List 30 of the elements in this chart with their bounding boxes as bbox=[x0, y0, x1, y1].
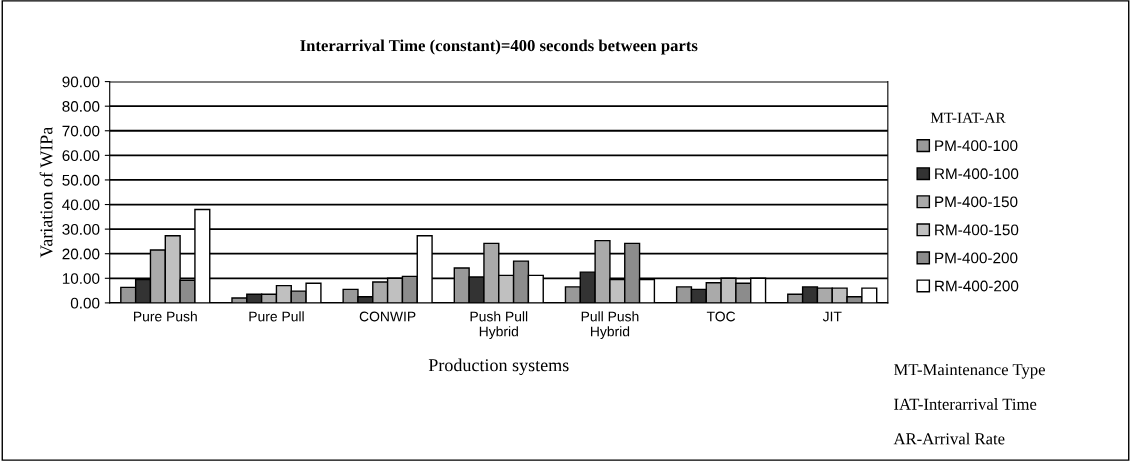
x-tick-label: Push Pull Hybrid bbox=[470, 311, 528, 340]
legend-label: RM-400-150 bbox=[935, 224, 1019, 236]
y-tick-label: 80.00 bbox=[62, 101, 100, 112]
x-tick-label: CONWIP bbox=[359, 311, 416, 322]
legend-label: PM-400-200 bbox=[935, 252, 1018, 264]
text: AR-Arrival Rate bbox=[893, 432, 1005, 445]
x-tick-label: Pure Push bbox=[134, 311, 197, 322]
y-tick-label: 10.00 bbox=[62, 273, 100, 284]
x-tick-label: TOC bbox=[706, 311, 736, 322]
y-tick-label: 40.00 bbox=[62, 199, 100, 211]
text: MT-Maintenance Type bbox=[893, 364, 1045, 379]
y-tick-label: 50.00 bbox=[62, 174, 100, 186]
legend-label: PM-400-150 bbox=[935, 196, 1018, 208]
x-tick-label: JIT bbox=[822, 311, 842, 322]
y-tick-label: 30.00 bbox=[62, 223, 100, 235]
legend-label: PM-400-100 bbox=[935, 140, 1018, 152]
legend-title: MT-IAT-AR bbox=[930, 112, 1006, 123]
y-tick-label: 70.00 bbox=[62, 125, 100, 137]
text: IAT-Interarrival Time bbox=[894, 398, 1037, 410]
legend-label: RM-400-100 bbox=[935, 168, 1019, 180]
x-axis-title: Production systems bbox=[428, 358, 569, 375]
y-axis-title: Variation of WIPa bbox=[39, 126, 53, 258]
x-tick-label: Pull Push Hybrid bbox=[581, 311, 639, 340]
y-tick-label: 90.00 bbox=[62, 76, 100, 88]
x-tick-label: Pure Pull bbox=[249, 311, 304, 322]
chart-title: Interarrival Time (constant)=400 seconds between parts bbox=[300, 39, 698, 55]
y-tick-label: 60.00 bbox=[62, 150, 100, 162]
legend-label: RM-400-200 bbox=[935, 280, 1019, 292]
y-tick-label: 0.00 bbox=[70, 297, 100, 309]
y-tick-label: 20.00 bbox=[62, 248, 100, 260]
